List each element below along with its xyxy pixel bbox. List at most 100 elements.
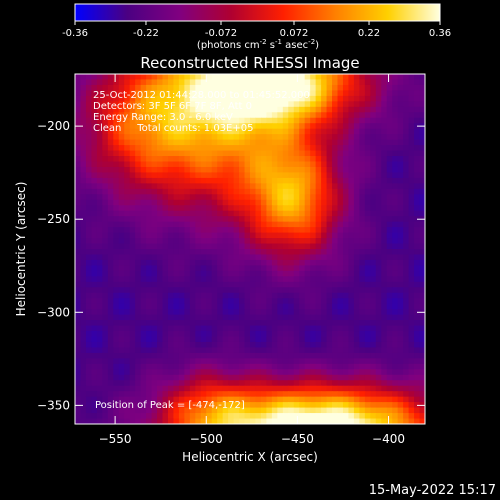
heatmap-cell xyxy=(408,325,415,332)
heatmap-cell xyxy=(255,287,262,294)
heatmap-cell xyxy=(326,194,333,201)
heatmap-cell xyxy=(135,331,142,338)
heatmap-cell xyxy=(162,145,169,152)
heatmap-cell xyxy=(124,396,131,403)
heatmap-cell xyxy=(96,265,103,272)
heatmap-cell xyxy=(85,134,93,141)
heatmap-cell xyxy=(381,352,388,359)
heatmap-cell xyxy=(370,363,377,370)
heatmap-cell xyxy=(129,380,136,387)
heatmap-cell xyxy=(107,292,114,299)
heatmap-cell xyxy=(140,352,147,359)
heatmap-image xyxy=(75,74,425,424)
heatmap-cell xyxy=(96,194,103,201)
heatmap-cell xyxy=(293,194,300,201)
heatmap-cell xyxy=(167,123,175,130)
heatmap-cell xyxy=(332,331,339,338)
heatmap-cell xyxy=(75,172,82,179)
heatmap-cell xyxy=(250,123,257,130)
heatmap-cell xyxy=(228,95,235,102)
heatmap-cell xyxy=(386,249,393,256)
heatmap-cell xyxy=(135,385,142,392)
heatmap-cell xyxy=(124,74,131,81)
heatmap-cell xyxy=(118,385,125,392)
heatmap-cell xyxy=(75,341,82,349)
heatmap-cell xyxy=(359,380,366,387)
heatmap-cell xyxy=(233,309,240,316)
heatmap-cell xyxy=(282,325,289,332)
heatmap-cell xyxy=(102,117,109,124)
heatmap-cell xyxy=(91,79,98,86)
heatmap-cell xyxy=(173,413,180,420)
heatmap-cell xyxy=(326,101,333,108)
heatmap-cell xyxy=(167,232,175,239)
heatmap-cell xyxy=(157,413,164,420)
heatmap-cell xyxy=(403,128,410,135)
heatmap-cell xyxy=(113,265,120,272)
heatmap-cell xyxy=(255,84,262,92)
heatmap-cell xyxy=(173,95,180,102)
heatmap-cell xyxy=(228,172,235,179)
heatmap-cell xyxy=(146,139,153,146)
heatmap-cell xyxy=(140,298,147,305)
heatmap-cell xyxy=(315,358,322,365)
heatmap-cell xyxy=(146,374,153,381)
heatmap-cell xyxy=(260,287,268,294)
heatmap-cell xyxy=(233,336,240,343)
heatmap-cell xyxy=(239,331,246,338)
heatmap-cell xyxy=(162,205,169,212)
heatmap-cell xyxy=(217,336,224,343)
heatmap-cell xyxy=(342,232,350,239)
heatmap-cell xyxy=(419,145,425,152)
heatmap-cell xyxy=(173,232,180,239)
heatmap-cell xyxy=(342,402,350,409)
heatmap-cell xyxy=(282,374,289,381)
heatmap-cell xyxy=(173,391,180,398)
heatmap-cell xyxy=(277,156,284,163)
heatmap-cell xyxy=(337,369,344,376)
heatmap-cell xyxy=(146,287,153,294)
heatmap-cell xyxy=(342,303,350,310)
heatmap-cell xyxy=(326,265,333,272)
heatmap-cell xyxy=(364,128,371,135)
heatmap-cell xyxy=(206,150,213,157)
heatmap-cell xyxy=(91,134,98,141)
heatmap-cell xyxy=(96,134,103,141)
heatmap-cell xyxy=(277,90,284,97)
heatmap-cell xyxy=(102,320,109,327)
heatmap-cell xyxy=(129,254,136,261)
heatmap-cell xyxy=(157,249,164,256)
heatmap-cell xyxy=(222,95,229,102)
heatmap-cell xyxy=(102,145,109,152)
heatmap-cell xyxy=(408,287,415,294)
heatmap-cell xyxy=(184,84,191,92)
heatmap-cell xyxy=(151,363,158,370)
heatmap-cell xyxy=(102,402,109,409)
heatmap-cell xyxy=(293,156,300,163)
heatmap-cell xyxy=(96,216,103,223)
heatmap-cell xyxy=(271,112,278,119)
heatmap-cell xyxy=(375,402,382,409)
heatmap-cell xyxy=(271,413,278,420)
heatmap-cell xyxy=(239,205,246,212)
heatmap-cell xyxy=(91,380,98,387)
heatmap-cell xyxy=(107,161,114,168)
heatmap-cell xyxy=(157,292,164,299)
heatmap-cell xyxy=(80,74,87,81)
heatmap-cell xyxy=(353,352,360,359)
heatmap-cell xyxy=(129,309,136,316)
heatmap-cell xyxy=(206,216,213,223)
heatmap-cell xyxy=(206,123,213,130)
heatmap-cell xyxy=(124,325,131,332)
heatmap-cell xyxy=(239,123,246,130)
heatmap-cell xyxy=(162,325,169,332)
heatmap-cell xyxy=(167,298,175,305)
heatmap-cell xyxy=(102,199,109,206)
heatmap-cell xyxy=(124,254,131,261)
heatmap-cell xyxy=(315,194,322,201)
heatmap-cell xyxy=(189,161,196,168)
heatmap-cell xyxy=(173,418,180,424)
heatmap-cell xyxy=(211,385,218,392)
heatmap-cell xyxy=(228,199,235,206)
heatmap-cell xyxy=(277,134,284,141)
